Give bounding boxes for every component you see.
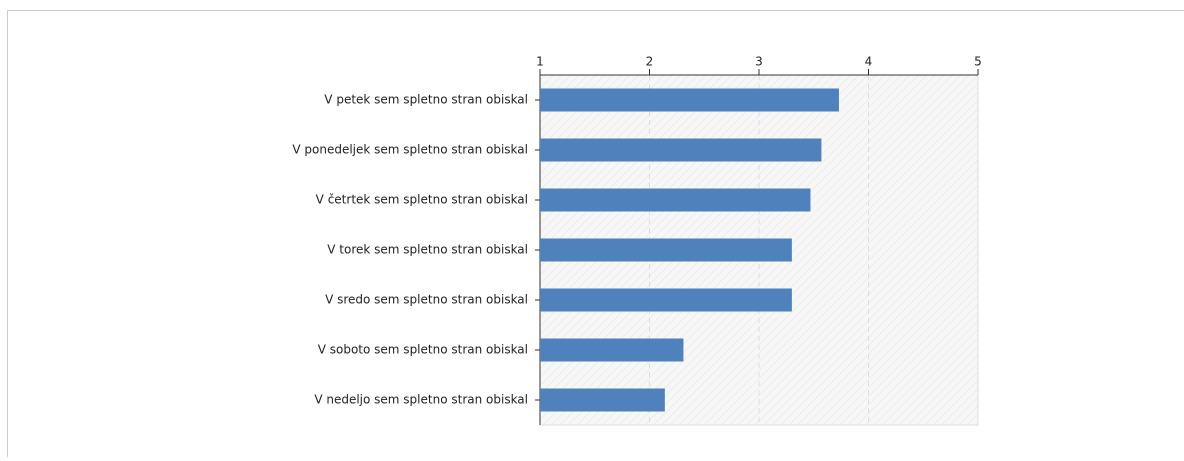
x-tick-label: 2	[646, 55, 654, 69]
y-tick-label: V četrtek sem spletno stran obiskal	[316, 193, 528, 207]
bar	[540, 339, 683, 362]
y-tick-label: V petek sem spletno stran obiskal	[324, 93, 528, 107]
x-tick-label: 1	[536, 55, 544, 69]
bar	[540, 89, 839, 112]
y-tick-label: V nedeljo sem spletno stran obiskal	[314, 393, 528, 407]
bar	[540, 239, 792, 262]
bar	[540, 189, 810, 212]
x-tick-label: 3	[755, 55, 763, 69]
bar	[540, 289, 792, 312]
bar	[540, 139, 821, 162]
y-tick-label: V torek sem spletno stran obiskal	[327, 243, 528, 257]
x-tick-label: 4	[865, 55, 873, 69]
x-tick-label: 5	[974, 55, 982, 69]
bar	[540, 389, 665, 412]
y-tick-label: V soboto sem spletno stran obiskal	[318, 343, 528, 357]
y-tick-label: V ponedeljek sem spletno stran obiskal	[292, 143, 528, 157]
y-tick-label: V sredo sem spletno stran obiskal	[325, 293, 528, 307]
